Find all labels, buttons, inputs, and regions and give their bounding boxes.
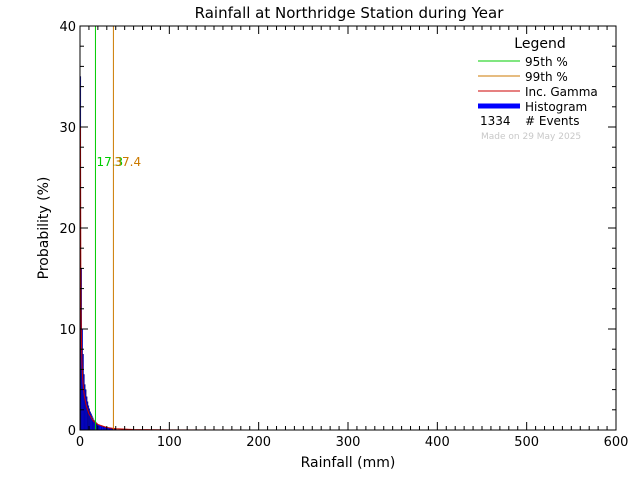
gamma-curve — [79, 126, 616, 431]
y-axis-label: Probability (%) — [36, 177, 52, 280]
y-tick-label: 20 — [59, 222, 76, 237]
legend: Legend 95th % 99th % Inc. Gamma Histogra… — [478, 36, 598, 142]
y-tick-label: 30 — [59, 121, 76, 136]
legend-label-95th: 95th % — [525, 55, 568, 69]
percentile-99-label: 37.4 — [114, 155, 141, 169]
axes: 0 100 200 300 400 500 600 0 10 20 30 40 — [59, 20, 628, 450]
chart-title: Rainfall at Northridge Station during Ye… — [195, 4, 505, 22]
made-on-date: Made on 29 May 2025 — [481, 132, 581, 142]
x-tick-label: 0 — [76, 435, 84, 450]
legend-label-histogram: Histogram — [525, 100, 587, 114]
x-tick-label: 600 — [604, 435, 629, 450]
legend-events-count: 1334 — [480, 114, 511, 128]
histogram-bar — [99, 425, 102, 431]
x-tick-label: 300 — [336, 435, 361, 450]
x-axis-label: Rainfall (mm) — [301, 455, 396, 471]
percentile-95-label: 17.3 — [96, 155, 123, 169]
legend-title: Legend — [514, 36, 565, 52]
y-tick-label: 10 — [59, 323, 76, 338]
y-tick-label: 40 — [59, 20, 76, 35]
x-tick-label: 500 — [514, 435, 539, 450]
legend-label-gamma: Inc. Gamma — [525, 85, 598, 99]
x-tick-label: 100 — [157, 435, 182, 450]
legend-label-99th: 99th % — [525, 70, 568, 84]
x-tick-label: 400 — [425, 435, 450, 450]
x-tick-label: 200 — [246, 435, 271, 450]
histogram-bar — [101, 426, 104, 431]
legend-events-label: # Events — [525, 114, 580, 128]
y-tick-label: 0 — [68, 424, 76, 439]
